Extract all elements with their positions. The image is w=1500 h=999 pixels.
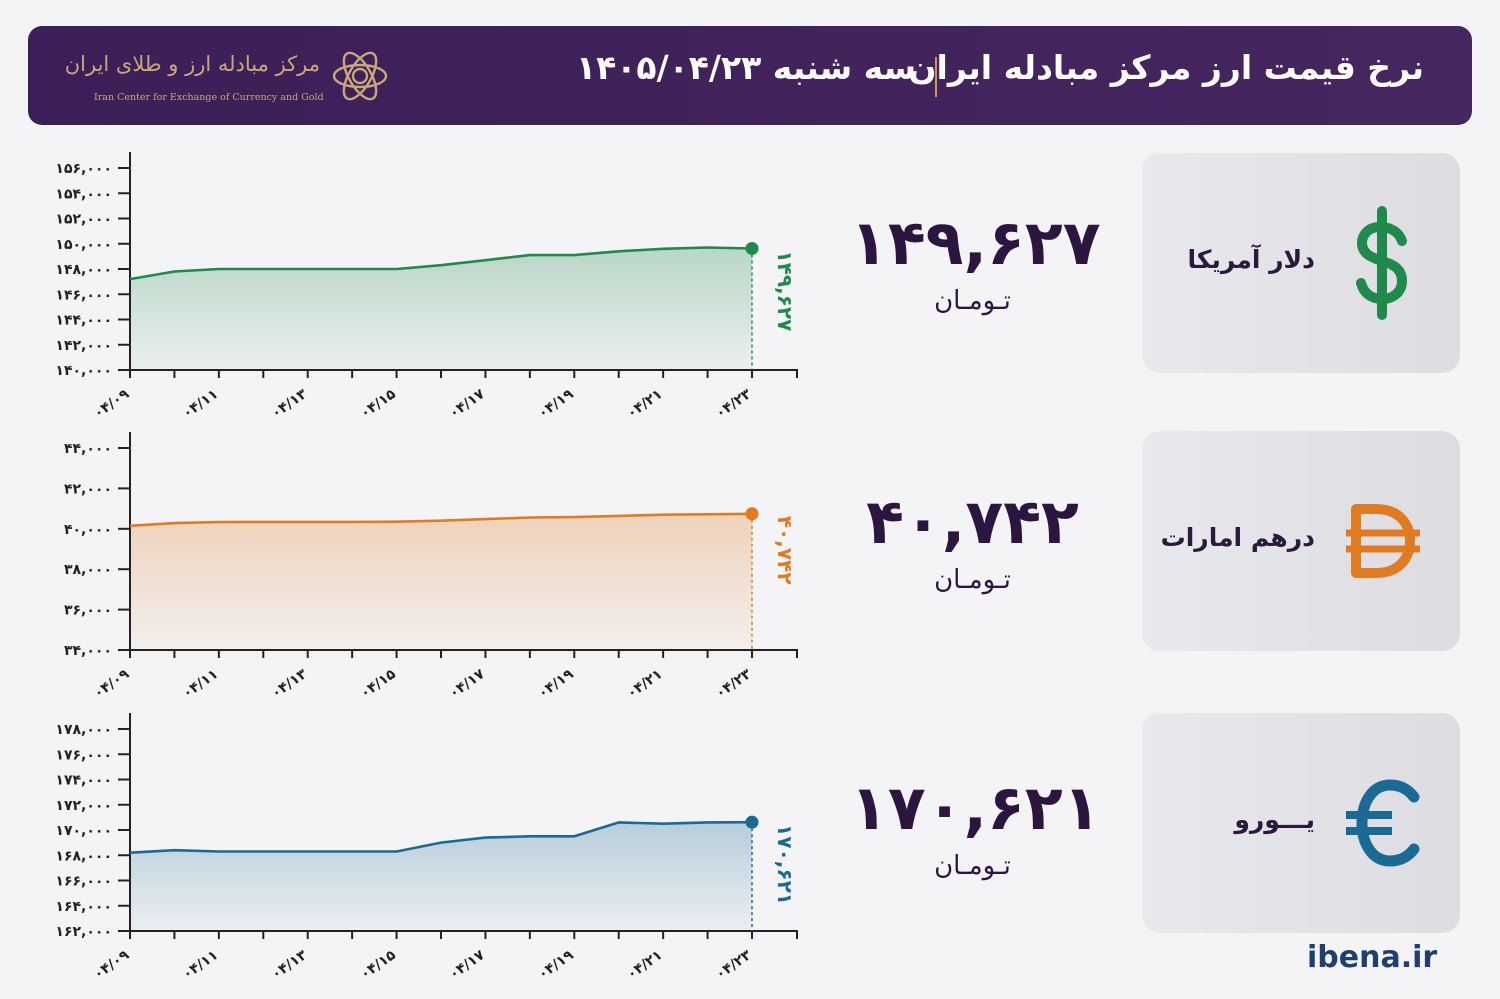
y-tick-label: ۱۴۴,۰۰۰: [55, 313, 112, 329]
aed-name: درهم امارات: [1160, 523, 1315, 552]
header-divider: [935, 57, 937, 97]
y-tick-label: ۱۴۲,۰۰۰: [55, 338, 112, 354]
eur-price: ۱۷۰,۶۲۱: [850, 771, 1101, 844]
y-tick-label: ۱۴۸,۰۰۰: [55, 262, 112, 278]
series-line: [129, 512, 753, 528]
usd-card: دلار آمریکا: [1142, 153, 1460, 373]
aed-card: درهم امارات: [1142, 431, 1460, 651]
last-value-label: ۱۷۰,۶۲۱: [773, 824, 797, 905]
aed-price: ۴۰,۷۴۲: [866, 485, 1079, 558]
header-date: سه شنبه ۱۴۰۵/۰۴/۲۳: [576, 48, 917, 87]
logo-knot-icon: [332, 51, 388, 101]
series-line: [129, 246, 753, 281]
header-bar: مرکز مبادله ارز و طلای ایران Iran Center…: [28, 26, 1472, 125]
y-tick-label: ۴۴,۰۰۰: [64, 441, 112, 457]
last-value-label: ۴۰,۷۴۲: [773, 516, 797, 585]
y-tick-label: ۱۷۲,۰۰۰: [55, 798, 112, 814]
y-tick-label: ۱۶۴,۰۰۰: [55, 899, 112, 915]
last-value-point: [745, 241, 759, 255]
x-tick-label: ۰۴/۱۹: [535, 386, 577, 422]
dollar-sign-icon: [1356, 206, 1408, 320]
last-value-label: ۱۴۹,۶۲۷: [773, 250, 797, 331]
dirham-sign-icon: [1346, 504, 1420, 578]
x-tick-label: ۰۴/۰۹: [91, 386, 133, 422]
x-tick-label: ۰۴/۰۹: [91, 666, 133, 702]
y-tick-label: ۱۵۴,۰۰۰: [55, 186, 112, 202]
x-tick-label: ۰۴/۱۹: [535, 666, 577, 702]
y-tick-label: ۱۵۰,۰۰۰: [55, 237, 112, 253]
area-fill: [130, 247, 752, 370]
x-tick-label: ۰۴/۱۳: [269, 386, 311, 422]
usd-chart: ۱۴۰,۰۰۰ ۱۴۲,۰۰۰ ۱۴۴,۰۰۰ ۱۴۶,۰۰۰ ۱۴۸,۰۰۰ ۱۵۰,۰…: [0, 148, 820, 428]
aed-unit: تـومـان: [934, 565, 1011, 595]
x-tick-label: ۰۴/۱۷: [446, 947, 488, 983]
logo-text-fa: مرکز مبادله ارز و طلای ایران: [64, 52, 320, 76]
eur-chart: ۱۶۲,۰۰۰ ۱۶۴,۰۰۰ ۱۶۶,۰۰۰ ۱۶۸,۰۰۰ ۱۷۰,۰۰۰ ۱۷۲,۰…: [0, 709, 820, 989]
usd-price: ۱۴۹,۶۲۷: [850, 206, 1101, 279]
x-tick-label: ۰۴/۲۱: [624, 666, 665, 702]
last-value-point: [745, 507, 759, 521]
x-tick-label: ۰۴/۱۷: [446, 666, 488, 702]
y-tick-label: ۱۵۶,۰۰۰: [55, 161, 112, 177]
aed-chart: ۳۴,۰۰۰ ۳۶,۰۰۰ ۳۸,۰۰۰ ۴۰,۰۰۰ ۴۲,۰۰۰ ۴۴,۰۰۰ ۰۴/۰…: [0, 428, 820, 708]
y-tick-label: ۳۴,۰۰۰: [64, 643, 112, 659]
x-tick-label: ۰۴/۰۹: [91, 947, 133, 983]
y-tick-label: ۴۰,۰۰۰: [64, 522, 112, 538]
x-tick-label: ۰۴/۱۵: [357, 386, 399, 422]
y-tick-label: ۱۵۲,۰۰۰: [55, 212, 112, 228]
page-title: نرخ قیمت ارز مرکز مبادله ایران: [908, 48, 1424, 87]
x-tick-label: ۰۴/۲۳: [713, 947, 755, 983]
y-tick-label: ۱۷۶,۰۰۰: [55, 747, 112, 763]
y-tick-label: ۱۷۰,۰۰۰: [55, 823, 112, 839]
site-url: ibena.ir: [1307, 940, 1438, 975]
y-tick-label: ۴۲,۰۰۰: [64, 481, 112, 497]
y-tick-label: ۱۶۶,۰۰۰: [55, 874, 112, 890]
usd-unit: تـومـان: [934, 286, 1011, 316]
y-tick-label: ۱۴۰,۰۰۰: [55, 363, 112, 379]
x-tick-label: ۰۴/۱۹: [535, 947, 577, 983]
area-fill: [130, 822, 752, 931]
x-tick-label: ۰۴/۱۱: [180, 947, 221, 983]
x-tick-label: ۰۴/۲۱: [624, 386, 665, 422]
y-tick-label: ۳۸,۰۰۰: [64, 562, 112, 578]
x-tick-label: ۰۴/۲۳: [713, 386, 755, 422]
y-tick-label: ۱۶۸,۰۰۰: [55, 848, 112, 864]
x-tick-label: ۰۴/۱۵: [357, 666, 399, 702]
eur-card: یـــورو: [1142, 713, 1460, 933]
last-value-point: [745, 815, 759, 829]
x-tick-label: ۰۴/۱۳: [269, 947, 311, 983]
usd-name: دلار آمریکا: [1187, 245, 1315, 274]
x-tick-label: ۰۴/۱۵: [357, 947, 399, 983]
eur-unit: تـومـان: [934, 851, 1011, 881]
y-tick-label: ۱۷۴,۰۰۰: [55, 773, 112, 789]
y-tick-label: ۱۷۸,۰۰۰: [55, 722, 112, 738]
logo-text-en: Iran Center for Exchange of Currency and…: [94, 92, 324, 103]
y-tick-label: ۱۴۶,۰۰۰: [55, 287, 112, 303]
eur-name: یـــورو: [1234, 805, 1315, 834]
x-tick-label: ۰۴/۱۳: [269, 666, 311, 702]
x-tick-label: ۰۴/۲۱: [624, 947, 665, 983]
y-tick-label: ۱۶۲,۰۰۰: [55, 924, 112, 940]
series-line: [129, 820, 753, 854]
euro-sign-icon: [1346, 779, 1420, 867]
x-tick-label: ۰۴/۲۳: [713, 666, 755, 702]
x-tick-label: ۰۴/۱۷: [446, 386, 488, 422]
x-tick-label: ۰۴/۱۱: [180, 666, 221, 702]
x-tick-label: ۰۴/۱۱: [180, 386, 221, 422]
area-fill: [130, 513, 752, 650]
y-tick-label: ۳۶,۰۰۰: [64, 603, 112, 619]
